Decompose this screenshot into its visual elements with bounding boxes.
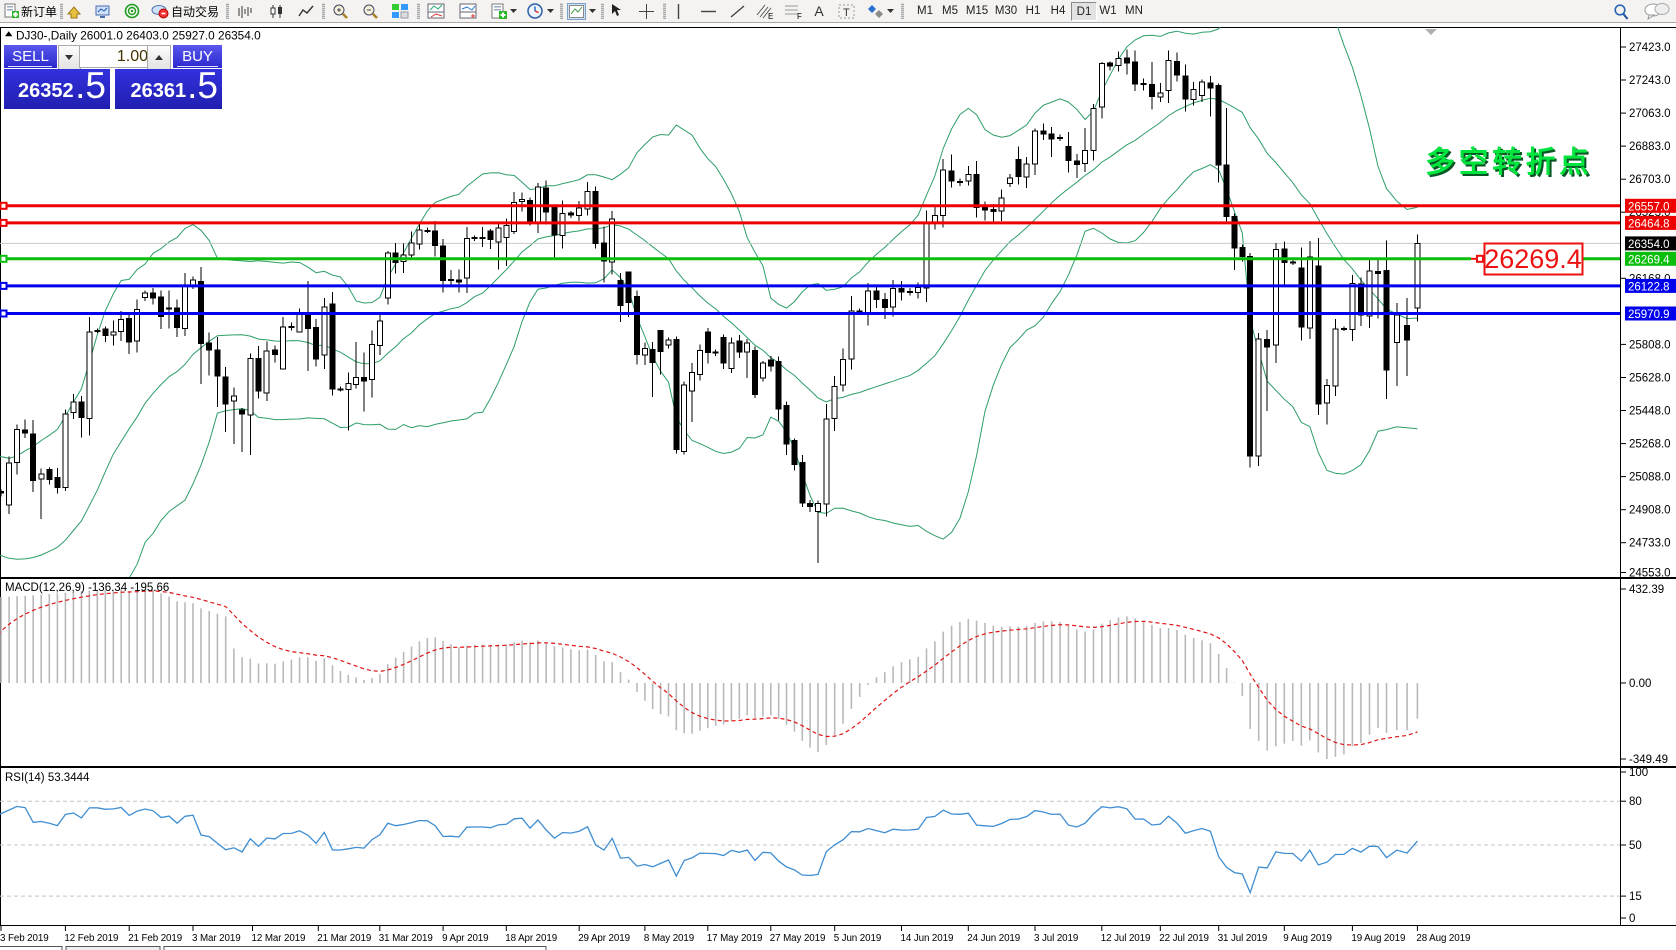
svg-text:25448.0: 25448.0 [1629, 406, 1671, 418]
svg-text:12 Feb 2019: 12 Feb 2019 [64, 933, 118, 944]
svg-text:24553.0: 24553.0 [1629, 568, 1671, 580]
svg-text:24 Jun 2019: 24 Jun 2019 [967, 933, 1020, 944]
svg-text:21 Mar 2019: 21 Mar 2019 [317, 933, 371, 944]
svg-text:多空转折点: 多空转折点 [1425, 146, 1593, 179]
svg-text:25088.0: 25088.0 [1629, 472, 1671, 484]
svg-text:100: 100 [1629, 767, 1648, 779]
svg-text:26354.0: 26354.0 [1628, 239, 1670, 251]
svg-text:29 Apr 2019: 29 Apr 2019 [578, 933, 630, 944]
svg-text:26269.4: 26269.4 [1484, 244, 1582, 274]
svg-text:26464.8: 26464.8 [1628, 218, 1670, 230]
svg-text:E: E [768, 12, 773, 20]
svg-text:26703.0: 26703.0 [1629, 174, 1671, 186]
svg-text:25268.0: 25268.0 [1629, 439, 1671, 451]
svg-text:12 Jul 2019: 12 Jul 2019 [1101, 933, 1151, 944]
svg-text:19 Aug 2019: 19 Aug 2019 [1351, 933, 1405, 944]
svg-text:3 Mar 2019: 3 Mar 2019 [192, 933, 241, 944]
svg-text:27423.0: 27423.0 [1629, 42, 1671, 54]
svg-text:27 May 2019: 27 May 2019 [770, 933, 826, 944]
svg-text:18 Apr 2019: 18 Apr 2019 [505, 933, 557, 944]
svg-text:21 Feb 2019: 21 Feb 2019 [128, 933, 182, 944]
svg-text:25808.0: 25808.0 [1629, 339, 1671, 351]
svg-text:27063.0: 27063.0 [1629, 108, 1671, 120]
svg-text:12 Mar 2019: 12 Mar 2019 [252, 933, 306, 944]
svg-text:8 May 2019: 8 May 2019 [644, 933, 694, 944]
svg-text:25970.9: 25970.9 [1628, 309, 1670, 321]
svg-text:-349.49: -349.49 [1629, 754, 1668, 766]
svg-text:17 May 2019: 17 May 2019 [707, 933, 763, 944]
svg-text:T: T [843, 7, 850, 19]
svg-text:MACD(12,26,9) -136.34 -195.66: MACD(12,26,9) -136.34 -195.66 [5, 582, 169, 594]
svg-text:22 Jul 2019: 22 Jul 2019 [1159, 933, 1209, 944]
svg-text:14 Jun 2019: 14 Jun 2019 [901, 933, 954, 944]
svg-text:31 Mar 2019: 31 Mar 2019 [379, 933, 433, 944]
svg-text:432.39: 432.39 [1629, 584, 1664, 596]
svg-text:0: 0 [1629, 913, 1635, 925]
svg-text:25628.0: 25628.0 [1629, 373, 1671, 385]
svg-text:RSI(14) 53.3444: RSI(14) 53.3444 [5, 772, 90, 784]
svg-text:多空转折点: 多空转折点 [1427, 148, 1595, 181]
svg-text:9 Apr 2019: 9 Apr 2019 [442, 933, 488, 944]
svg-text:24908.0: 24908.0 [1629, 505, 1671, 517]
svg-text:26883.0: 26883.0 [1629, 141, 1671, 153]
svg-text:5 Jun 2019: 5 Jun 2019 [834, 933, 881, 944]
svg-text:26557.0: 26557.0 [1628, 201, 1670, 213]
svg-text:24733.0: 24733.0 [1629, 538, 1671, 550]
svg-text:27243.0: 27243.0 [1629, 75, 1671, 87]
svg-text:0.00: 0.00 [1629, 678, 1651, 690]
svg-text:28 Aug 2019: 28 Aug 2019 [1416, 933, 1470, 944]
svg-text:DJ30-,Daily 26001.0 26403.0 2: DJ30-,Daily 26001.0 26403.0 25927.0 2635… [16, 29, 261, 43]
svg-text:80: 80 [1629, 796, 1642, 808]
svg-text:26122.8: 26122.8 [1628, 281, 1670, 293]
svg-text:26269.4: 26269.4 [1628, 254, 1670, 266]
svg-text:F: F [797, 12, 802, 20]
svg-text:3 Jul 2019: 3 Jul 2019 [1034, 933, 1078, 944]
svg-text:50: 50 [1629, 840, 1642, 852]
svg-text:9 Aug 2019: 9 Aug 2019 [1283, 933, 1332, 944]
svg-text:3 Feb 2019: 3 Feb 2019 [0, 933, 49, 944]
svg-text:15: 15 [1629, 891, 1642, 903]
svg-text:31 Jul 2019: 31 Jul 2019 [1218, 933, 1268, 944]
